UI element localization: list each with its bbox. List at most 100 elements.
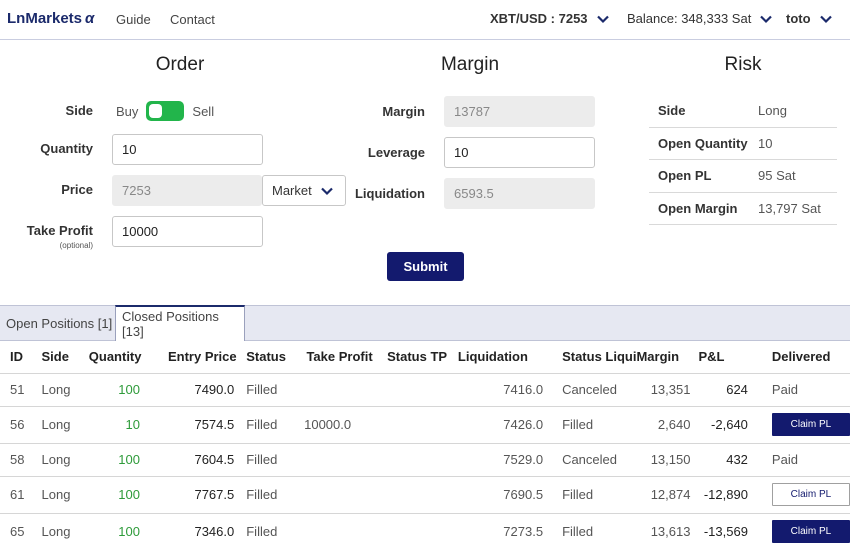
price-input[interactable]: 7253 [112,175,262,206]
margin-title: Margin [440,54,500,75]
risk-key: Open PL [658,168,712,184]
cell-delivered: Paid [771,442,850,476]
claim-pl-button[interactable]: Claim PL [771,413,850,436]
col-status-liq: Status Liqui [562,349,637,365]
side-label: Side [65,103,93,118]
cell-delivered: Claim PL [771,512,850,549]
cell-pl: -12,890 [696,475,772,513]
side-toggle[interactable] [146,101,185,121]
cell-liquidation: 7529.0 [452,442,552,476]
cell-quantity: 100 [78,512,150,549]
side-sell-label: Sell [192,103,215,119]
risk-row: Side Long [649,95,837,128]
cell-take-profit [294,512,380,549]
cell-take-profit [294,475,380,513]
cell-margin: 2,640 [636,405,697,443]
price-type-value: Market [272,183,312,198]
cell-pl: -13,569 [696,512,772,549]
risk-key: Side [658,103,686,119]
col-margin: Margin [636,349,680,365]
nav-link-contact[interactable]: Contact [170,12,215,27]
col-status-tp: Status TP [387,349,448,365]
col-entry-price: Entry Price [167,349,237,365]
leverage-label: Leverage [367,145,425,160]
col-liquidation: Liquidation [457,349,528,365]
brand-logo[interactable]: LnMarkets α [7,10,94,27]
risk-table: Side Long Open Quantity 10 Open PL 95 Sat O… [649,95,837,225]
liquidation-input[interactable]: 6593.5 [444,178,595,209]
positions-table: ID Side Quantity Entry Price Status Take… [0,341,850,549]
cell-entry-price: 7604.5 [149,442,241,476]
risk-value: 95 Sat [758,168,796,184]
risk-key: Open Margin [658,200,738,216]
cell-status-tp [379,512,453,549]
take-profit-input[interactable]: 10000 [112,216,263,247]
cell-status: Filled [240,405,295,443]
cell-delivered: Paid [771,372,850,406]
positions-table-body: 51 Long 100 7490.0 Filled 7416.0 Canceled 13,35… [0,372,850,549]
cell-entry-price: 7346.0 [149,512,241,549]
balance-label: Balance: 348,333 Sat [627,11,752,26]
col-take-profit: Take Profit [306,349,373,365]
liquidation-label: Liquidation [354,186,425,201]
chevron-down-icon [759,12,773,26]
margin-input[interactable]: 13787 [444,96,595,127]
cell-liquidation: 7416.0 [452,372,552,406]
col-delivered: Delivered [771,349,831,365]
cell-status-tp [379,372,453,406]
table-row: 61 Long 100 7767.5 Filled 7690.5 Filled 12,874-… [0,475,850,513]
cell-status-liq: Filled [551,512,637,549]
price-type-select[interactable]: Market [262,175,346,206]
cell-quantity: 100 [78,442,150,476]
chevron-down-icon [819,12,833,26]
tab-closed-positions[interactable]: Closed Positions [13] [115,305,245,341]
leverage-input[interactable]: 10 [444,137,595,168]
balance-dropdown[interactable]: Balance: 348,333 Sat [627,11,773,26]
cell-status-liq: Canceled [551,372,637,406]
cell-take-profit: 10000.0 [294,405,380,443]
cell-pl: 624 [696,372,772,406]
cell-take-profit [294,372,380,406]
risk-value: Long [758,103,787,119]
claim-pl-button[interactable]: Claim PL [771,483,850,506]
submit-button[interactable]: Submit [387,252,464,281]
margin-label: Margin [382,104,425,119]
cell-quantity: 100 [78,372,150,406]
nav-link-guide[interactable]: Guide [116,12,151,27]
user-dropdown[interactable]: toto [786,11,833,26]
claim-pl-button[interactable]: Claim PL [771,519,850,543]
user-label: toto [786,11,811,26]
risk-row: Open Quantity 10 [649,128,837,160]
table-header-row: ID Side Quantity Entry Price Status Take… [0,341,850,373]
chevron-down-icon [596,12,610,26]
cell-delivered: Claim PL [771,475,850,513]
ticker-dropdown[interactable]: XBT/USD : 7253 [490,11,610,26]
col-pl: P&L [698,349,725,365]
brand-name: LnMarkets [7,10,83,27]
cell-id: 61 [0,475,32,513]
cell-id: 65 [0,512,32,549]
cell-id: 56 [0,405,32,443]
quantity-input[interactable]: 10 [112,134,263,165]
risk-title: Risk [724,54,762,75]
cell-status-liq: Canceled [551,442,637,476]
table-row: 58 Long 100 7604.5 Filled 7529.0 Canceled 13,15… [0,442,850,476]
cell-liquidation: 7273.5 [452,512,552,549]
cell-side: Long [31,475,79,513]
cell-margin: 13,613 [636,512,697,549]
cell-entry-price: 7574.5 [149,405,241,443]
cell-side: Long [31,372,79,406]
cell-delivered: Claim PL [771,405,850,443]
cell-status: Filled [240,442,295,476]
order-title: Order [155,54,205,75]
cell-status-liq: Filled [551,405,637,443]
cell-status-liq: Filled [551,475,637,513]
cell-id: 51 [0,372,32,406]
take-profit-label: Take Profit [26,223,93,238]
cell-liquidation: 7426.0 [452,405,552,443]
risk-value: 13,797 Sat [758,200,821,216]
col-status: Status [246,349,286,365]
tab-open-positions[interactable]: Open Positions [1] [6,316,113,331]
cell-take-profit [294,442,380,476]
side-toggle-group: Buy Sell [116,101,214,121]
